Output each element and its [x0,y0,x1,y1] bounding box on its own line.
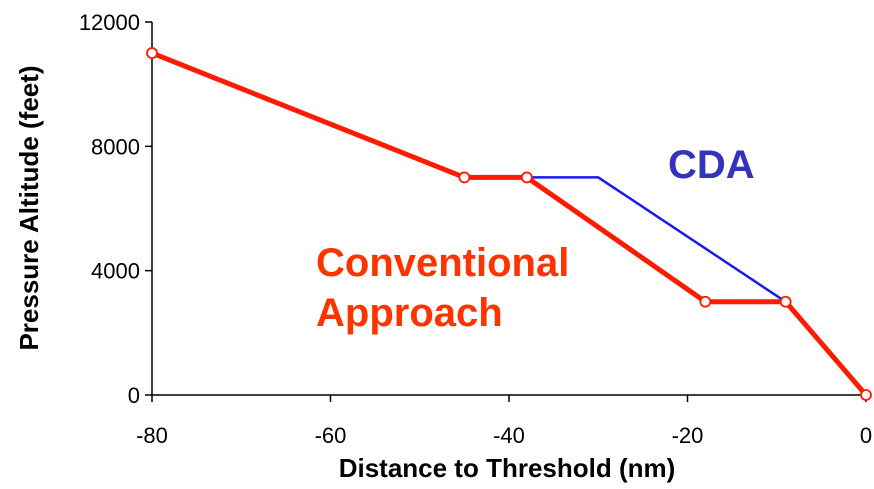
x-tick-label: 0 [860,423,872,448]
y-tick-label: 12000 [79,10,140,35]
annotation-cda: CDA [668,143,755,187]
y-tick-label: 4000 [91,259,140,284]
annotation-conventional: Conventional [316,241,569,285]
x-tick-label: -60 [315,423,347,448]
data-point-conventional-approach [146,47,158,59]
data-point-conventional-approach [458,171,471,184]
x-tick-label: -40 [493,423,525,448]
x-tick-label: -20 [672,423,704,448]
axes: 0 4000 8000 12000 -80 -60 -40 -20 0 [79,10,872,448]
series-layer [146,47,872,401]
data-point-conventional-approach [520,171,533,184]
x-tick-label: -80 [136,423,168,448]
x-axis-title: Distance to Threshold (nm) [339,453,676,483]
series-line-cda [150,51,868,397]
annotation-approach: Approach [316,291,503,335]
y-tick-label: 0 [128,383,140,408]
data-point-conventional-approach [699,295,712,308]
y-axis-title: Pressure Altitude (feet) [14,65,44,350]
data-point-conventional-approach [860,389,872,401]
data-point-conventional-approach [779,295,792,308]
y-tick-label: 8000 [91,134,140,159]
series-line-conventional-approach [149,50,869,398]
